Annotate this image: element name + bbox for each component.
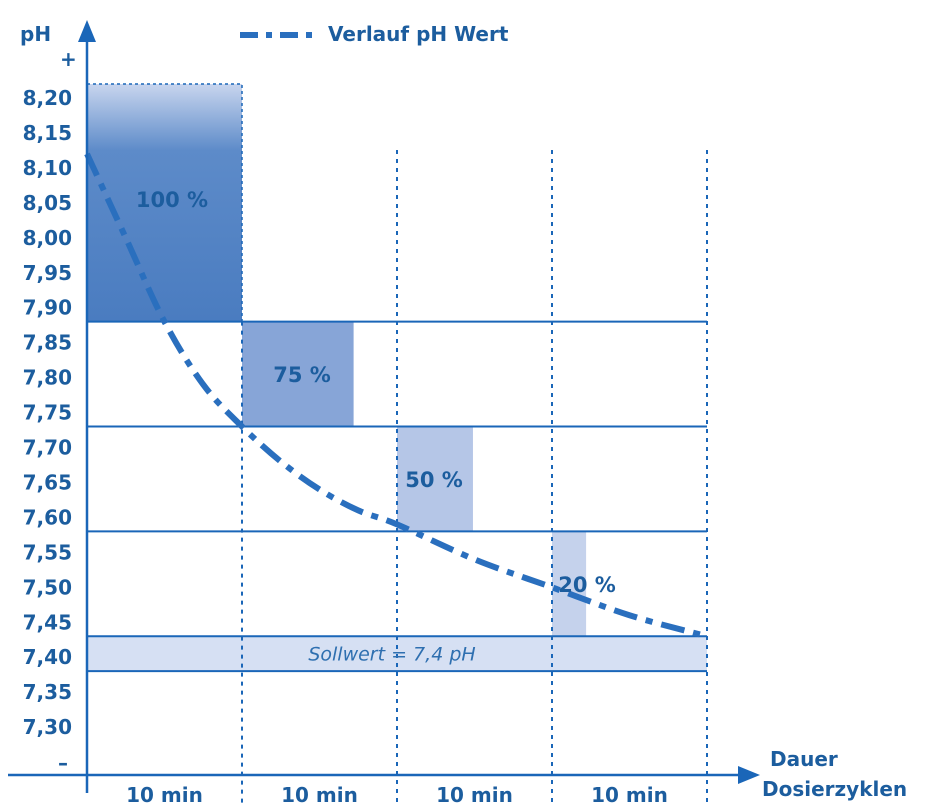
y-tick-label: 7,80 [23,366,72,390]
setpoint-label: Sollwert = 7,4 pH [308,644,475,666]
y-tick-label: 7,50 [23,575,72,599]
x-tick-label: 10 min [126,783,203,807]
y-tick-label: 7,40 [23,645,72,669]
y-tick-label: 8,00 [23,226,72,250]
y-tick-label: 7,70 [23,436,72,460]
legend-label: Verlauf pH Wert [328,22,509,46]
dosing-bar-label-75: 75 % [273,363,331,387]
x-tick-label: 10 min [591,783,668,807]
dosing-bar-20 [552,531,587,637]
dosing-bar-75 [242,321,354,427]
x-axis-title-line1: Dauer [770,747,838,771]
y-axis-arrow [78,20,96,42]
x-axis-arrow [738,766,760,784]
bar-100-outline [87,83,243,322]
y-axis-title: pH [20,22,51,46]
y-tick-label: 7,60 [23,505,72,529]
x-axis-title-line2: Dosierzyklen [762,777,907,801]
dosing-bar-label-100: 100 % [136,188,208,212]
legend: Verlauf pH Wert [240,22,509,46]
y-tick-label: 7,75 [23,401,72,425]
y-tick-label: 7,65 [23,470,72,494]
y-tick-label: 7,45 [23,610,72,634]
y-tick-label: 7,35 [23,680,72,704]
y-tick-label: 7,85 [23,331,72,355]
y-plus-symbol: + [60,47,77,71]
y-tick-label: 8,05 [23,191,72,215]
y-minus-symbol: – [58,751,68,775]
series-line-ph-verlauf [84,152,708,640]
y-tick-label: 7,95 [23,261,72,285]
dosing-bar-label-50: 50 % [405,468,463,492]
x-tick-label: 10 min [281,783,358,807]
y-tick-label: 7,90 [23,296,72,320]
y-tick-label: 8,20 [23,86,72,110]
dosing-bar-50 [397,426,473,532]
x-tick-label: 10 min [436,783,513,807]
y-tick-label: 8,15 [23,121,72,145]
dosing-bar-label-20: 20 % [558,573,616,597]
y-tick-label: 7,30 [23,715,72,739]
y-tick-label: 7,55 [23,540,72,564]
y-tick-label: 8,10 [23,156,72,180]
